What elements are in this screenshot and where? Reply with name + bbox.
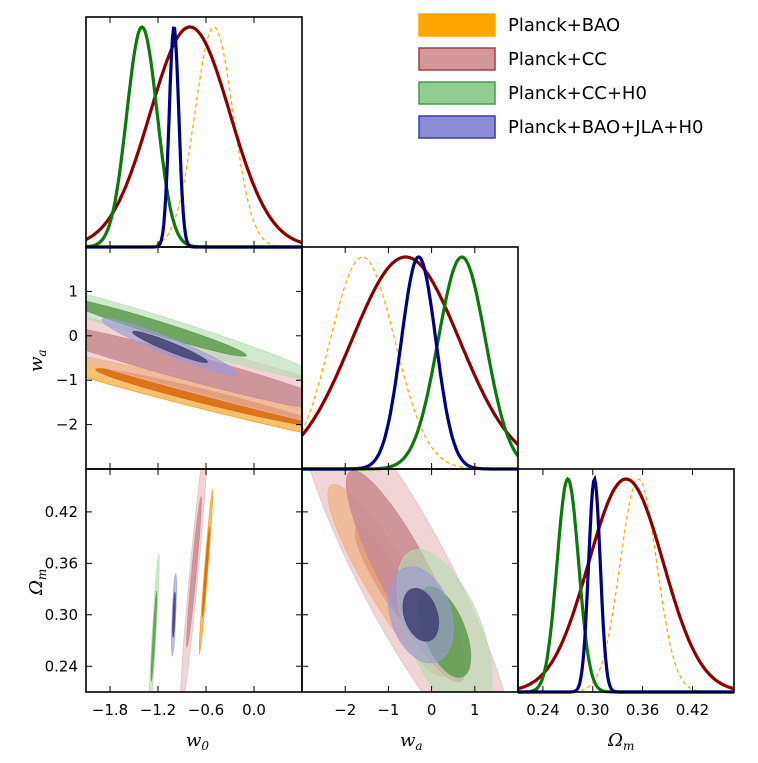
ytick-label-om-0: 0.42 bbox=[45, 503, 78, 521]
contour-planck-cc-w0-om-68 bbox=[186, 496, 202, 648]
marginal-w0 bbox=[85, 25, 303, 249]
xtick-label-om-2: 0.36 bbox=[626, 701, 659, 719]
xtick-label-om-3: 0.42 bbox=[676, 701, 709, 719]
ytick-label-wa-1: 0 bbox=[68, 327, 78, 345]
panel-frame-2-2 bbox=[517, 468, 735, 693]
panel-wa-om-contours bbox=[302, 469, 515, 692]
ylabel-wa: wa bbox=[26, 349, 49, 372]
xtick-label-w0-3: 0.0 bbox=[242, 701, 266, 719]
legend-label-planck-cc: Planck+CC bbox=[508, 49, 607, 70]
marginal-wa-planck-cc bbox=[300, 255, 520, 446]
xtick-label-w0-2: −0.6 bbox=[188, 701, 224, 719]
contour-planck-cc-h0-w0-om-68 bbox=[150, 590, 158, 682]
ytick-label-om-2: 0.30 bbox=[45, 606, 78, 624]
ytick-label-om-3: 0.24 bbox=[45, 657, 78, 675]
xlabel-wa: wa bbox=[400, 730, 423, 753]
marginal-wa bbox=[300, 255, 520, 471]
ytick-label-wa-0: 1 bbox=[68, 282, 78, 300]
legend-swatch-planck-bao bbox=[418, 13, 496, 37]
xtick-label-om-0: 0.24 bbox=[526, 701, 559, 719]
legend-label-planck-bao-jla-h0: Planck+BAO+JLA+H0 bbox=[508, 117, 703, 138]
marginal-om-planck-bao-jla-h0 bbox=[518, 474, 734, 694]
contour-planck-bao-jla-h0-wa-om-68 bbox=[402, 587, 440, 642]
contour-planck-bao-jla-h0-w0-om-68 bbox=[172, 591, 176, 638]
xlabel-w0: w0 bbox=[186, 730, 209, 753]
ytick-label-om-1: 0.36 bbox=[45, 554, 78, 572]
xtick-label-wa-1: −1 bbox=[377, 701, 399, 719]
panel-w0-om-contours bbox=[148, 469, 214, 692]
xtick-label-wa-0: −2 bbox=[334, 701, 356, 719]
xlabel-om: Ωm bbox=[607, 730, 634, 753]
legend: Planck+BAO Planck+CC Planck+CC+H0 Planck… bbox=[418, 13, 703, 139]
contour-planck-bao-jla-h0-w0-wa-68 bbox=[132, 330, 208, 363]
panel-w0-wa-contours bbox=[86, 273, 302, 453]
marginal-w0-planck-cc bbox=[85, 25, 303, 245]
legend-swatch-planck-cc-h0 bbox=[418, 81, 496, 105]
xtick-label-wa-3: 1 bbox=[470, 701, 480, 719]
ylabel-om: Ωm bbox=[26, 569, 49, 596]
xtick-label-om-1: 0.30 bbox=[576, 701, 609, 719]
legend-swatch-planck-bao-jla-h0 bbox=[418, 115, 496, 139]
legend-swatch-planck-cc bbox=[418, 47, 496, 71]
xtick-label-wa-2: 0 bbox=[427, 701, 437, 719]
xtick-label-w0-0: −1.8 bbox=[92, 701, 128, 719]
ytick-label-wa-3: −2 bbox=[56, 416, 78, 434]
marginal-wa-planck-bao-jla-h0 bbox=[302, 255, 518, 471]
legend-label-planck-bao: Planck+BAO bbox=[508, 15, 620, 36]
xtick-label-w0-1: −1.2 bbox=[140, 701, 176, 719]
marginal-om bbox=[517, 474, 735, 694]
legend-label-planck-cc-h0: Planck+CC+H0 bbox=[508, 83, 647, 104]
marginal-om-planck-cc-h0 bbox=[518, 476, 734, 694]
contour-planck-bao-w0-om-68 bbox=[201, 526, 211, 618]
marginal-om-planck-cc bbox=[517, 477, 735, 691]
marginal-om-planck-bao bbox=[518, 478, 734, 693]
ytick-label-wa-2: −1 bbox=[56, 371, 78, 389]
panel-frame-0-0 bbox=[85, 16, 303, 248]
